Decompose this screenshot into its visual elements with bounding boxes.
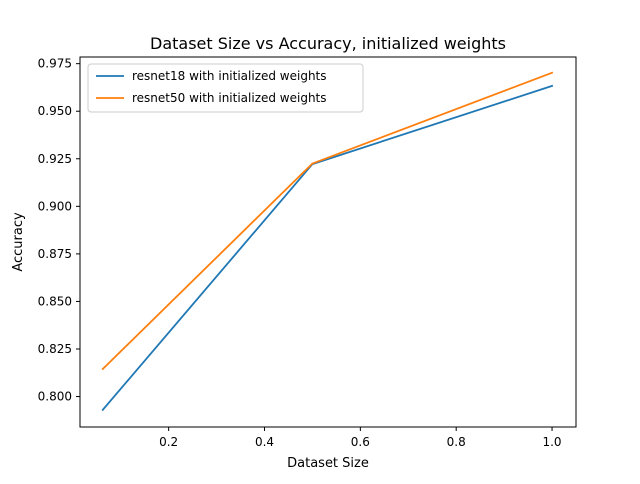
x-tick-label: 0.2 [159, 435, 178, 449]
y-tick-label: 0.850 [38, 294, 72, 308]
y-tick-label: 0.950 [38, 104, 72, 118]
y-tick-label: 0.975 [38, 57, 72, 71]
y-tick-label: 0.925 [38, 152, 72, 166]
series-line-1 [101, 84, 554, 412]
y-tick-label: 0.900 [38, 199, 72, 213]
y-tick-label: 0.875 [38, 247, 72, 261]
series-layer [101, 71, 554, 412]
x-axis-label: Dataset Size [287, 456, 369, 471]
x-tick-label: 0.4 [255, 435, 274, 449]
y-axis-ticks: 0.800 0.825 0.850 0.875 0.900 0.925 0.950 0.975 [38, 57, 80, 404]
series-line-2 [101, 71, 554, 371]
legend-box [87, 63, 364, 113]
plot-frame [79, 56, 577, 428]
legend-label: resnet18 with initialized weights [132, 69, 327, 83]
x-axis-ticks: 0.2 0.4 0.6 0.8 1.0 [159, 427, 562, 449]
y-axis-label: Accuracy [11, 212, 26, 272]
x-tick-label: 1.0 [542, 435, 561, 449]
x-tick-label: 0.6 [351, 435, 370, 449]
x-tick-label: 0.8 [447, 435, 466, 449]
legend: resnet18 with initialized weights resnet5… [87, 63, 364, 113]
chart-title: Dataset Size vs Accuracy, initialized we… [150, 34, 506, 53]
legend-label: resnet50 with initialized weights [132, 91, 327, 105]
y-tick-label: 0.800 [38, 390, 72, 404]
y-tick-label: 0.825 [38, 342, 72, 356]
